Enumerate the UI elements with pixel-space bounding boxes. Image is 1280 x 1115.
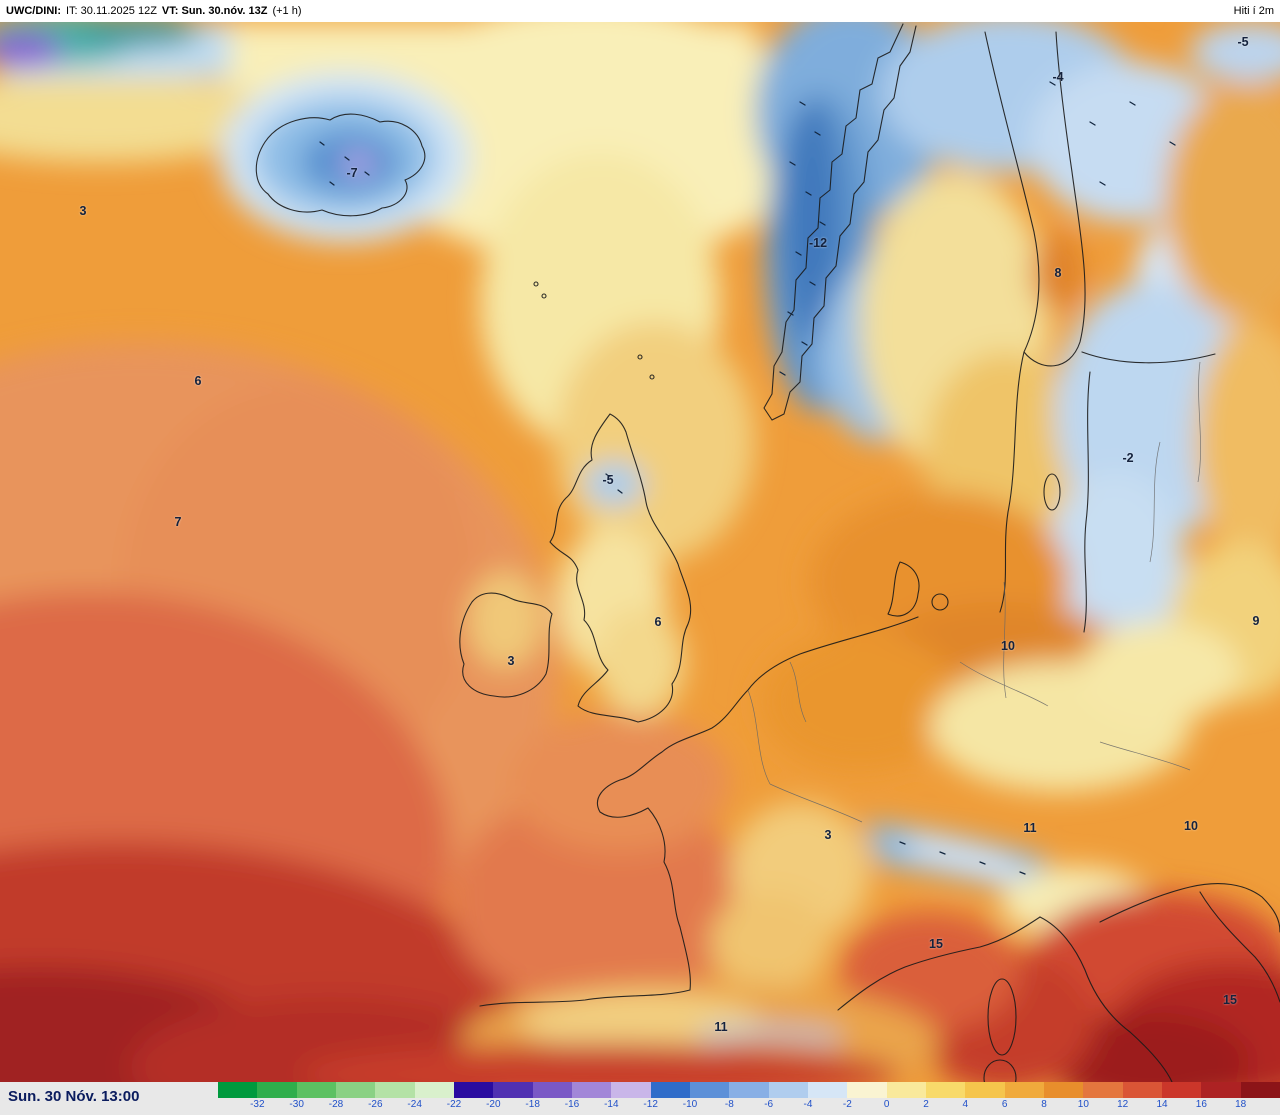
temperature-label: 11 bbox=[714, 1020, 728, 1034]
legend-cell bbox=[1083, 1082, 1123, 1098]
legend-tick-label: -20 bbox=[486, 1099, 501, 1110]
temperature-legend: -32 -30 -28 -26 -24 -22 -20 -18 -16 -14 -12 -10 -8 -6… bbox=[218, 1082, 1280, 1115]
time-offset: (+1 h) bbox=[272, 5, 302, 17]
temperature-label: 6 bbox=[654, 615, 662, 629]
legend-cell bbox=[729, 1082, 769, 1098]
legend-tick-label: -12 bbox=[643, 1099, 658, 1110]
legend-cell bbox=[571, 1082, 612, 1098]
legend-cell bbox=[375, 1082, 415, 1098]
legend-ticks: -32 -30 -28 -26 -24 -22 -20 -18 -16 -14 -12 -10 -8 -6… bbox=[218, 1098, 1280, 1113]
model-name: UWC/DINI: bbox=[6, 5, 61, 17]
legend-cell bbox=[414, 1082, 454, 1098]
legend-cell bbox=[1004, 1082, 1044, 1098]
legend-cell bbox=[807, 1082, 848, 1098]
legend-tick-label: 12 bbox=[1117, 1099, 1129, 1110]
parameter-label: Hiti í 2m bbox=[1233, 5, 1274, 17]
temperature-label: 8 bbox=[1054, 266, 1062, 280]
coastlines bbox=[255, 23, 1280, 1082]
legend-cell bbox=[335, 1082, 376, 1098]
legend-cell bbox=[296, 1082, 336, 1098]
legend-tick-label: -22 bbox=[446, 1099, 462, 1110]
legend-cell bbox=[650, 1082, 690, 1098]
legend-tick-label: -4 bbox=[803, 1099, 813, 1110]
header-bar: UWC/DINI: IT: 30.11.2025 12Z VT: Sun. 30.n… bbox=[0, 0, 1280, 22]
legend-tick-label: -6 bbox=[764, 1099, 774, 1110]
legend-cell bbox=[493, 1082, 533, 1098]
legend-tick-label: -28 bbox=[328, 1099, 344, 1110]
temperature-label: -12 bbox=[808, 236, 828, 250]
legend-tick-label: 8 bbox=[1041, 1099, 1047, 1110]
legend-tick-label: 10 bbox=[1077, 1099, 1089, 1110]
legend-tick-label: -8 bbox=[724, 1099, 734, 1110]
legend-tick-label: 2 bbox=[923, 1099, 929, 1110]
legend-cell bbox=[453, 1082, 494, 1098]
legend-cell bbox=[847, 1082, 887, 1098]
legend-cell bbox=[218, 1082, 258, 1098]
legend-cell bbox=[886, 1082, 926, 1098]
legend-cell bbox=[611, 1082, 651, 1098]
legend-cell bbox=[1122, 1082, 1162, 1098]
legend-tick-label: -30 bbox=[289, 1099, 304, 1110]
temperature-label: 3 bbox=[824, 828, 832, 842]
map-labels: 3 -7 -12 -4 -5 8 6 -2 -5 7 6 3 10 9 3 11 10 15 11 15 bbox=[0, 22, 1280, 1082]
legend-tick-label: -24 bbox=[407, 1099, 422, 1110]
temperature-label: 6 bbox=[194, 374, 202, 388]
legend-cell bbox=[925, 1082, 966, 1098]
temperature-label: 7 bbox=[174, 515, 182, 529]
init-time: IT: 30.11.2025 12Z bbox=[66, 5, 157, 17]
legend-tick-label: -2 bbox=[842, 1099, 852, 1110]
temperature-label: 10 bbox=[1001, 639, 1015, 653]
legend-tick-label: 6 bbox=[1001, 1099, 1008, 1110]
legend-cell bbox=[689, 1082, 730, 1098]
legend-cell bbox=[257, 1082, 297, 1098]
valid-time: VT: Sun. 30.nóv. 13Z bbox=[161, 5, 268, 17]
temperature-label: -5 bbox=[602, 473, 614, 487]
legend-tick-label: 14 bbox=[1156, 1099, 1168, 1110]
legend-cell bbox=[1161, 1082, 1202, 1098]
country-borders bbox=[747, 361, 1201, 823]
terrain-marks bbox=[319, 81, 1176, 875]
legend-cell bbox=[1240, 1082, 1280, 1098]
temperature-label: -4 bbox=[1052, 70, 1064, 84]
legend-tick-label: 16 bbox=[1195, 1099, 1207, 1110]
legend-cell bbox=[532, 1082, 572, 1098]
temperature-label: 3 bbox=[507, 654, 515, 668]
temperature-label: 10 bbox=[1184, 819, 1198, 833]
temperature-label: 11 bbox=[1023, 821, 1037, 835]
legend-tick-label: -18 bbox=[525, 1099, 540, 1110]
legend-tick-label: -26 bbox=[368, 1099, 383, 1110]
legend-tick-label: -16 bbox=[564, 1099, 580, 1110]
temperature-label: -5 bbox=[1237, 35, 1249, 49]
legend-cell bbox=[965, 1082, 1005, 1098]
legend-tick-label: 0 bbox=[883, 1099, 890, 1110]
temperature-label: -7 bbox=[346, 166, 358, 180]
legend-cell bbox=[768, 1082, 808, 1098]
temperature-label: -2 bbox=[1122, 451, 1134, 465]
temperature-label: 15 bbox=[1223, 993, 1237, 1007]
map-canvas: 3 -7 -12 -4 -5 8 6 -2 -5 7 6 3 10 9 3 11 10 15 11 15 bbox=[0, 22, 1280, 1082]
legend-tick-label: 18 bbox=[1235, 1099, 1247, 1110]
temperature-label: 3 bbox=[79, 204, 87, 218]
legend-tick-label: -10 bbox=[682, 1099, 698, 1110]
legend-cell bbox=[1043, 1082, 1084, 1098]
temperature-label: 9 bbox=[1252, 614, 1260, 628]
legend-tick-label: -32 bbox=[250, 1099, 265, 1110]
legend-cell bbox=[1201, 1082, 1241, 1098]
footer-bar: Sun. 30 Nóv. 13:00 -32 -30 -28 -26 -24 -22 -20… bbox=[0, 1082, 1280, 1115]
valid-timestamp: Sun. 30 Nóv. 13:00 bbox=[8, 1088, 140, 1105]
header-left: UWC/DINI: IT: 30.11.2025 12Z VT: Sun. 30.n… bbox=[6, 5, 307, 17]
temperature-label: 15 bbox=[929, 937, 943, 951]
legend-tick-label: 4 bbox=[962, 1099, 969, 1110]
temperature-field bbox=[0, 22, 1280, 1082]
legend-tick-label: -14 bbox=[604, 1099, 619, 1110]
legend-bar bbox=[218, 1082, 1280, 1098]
